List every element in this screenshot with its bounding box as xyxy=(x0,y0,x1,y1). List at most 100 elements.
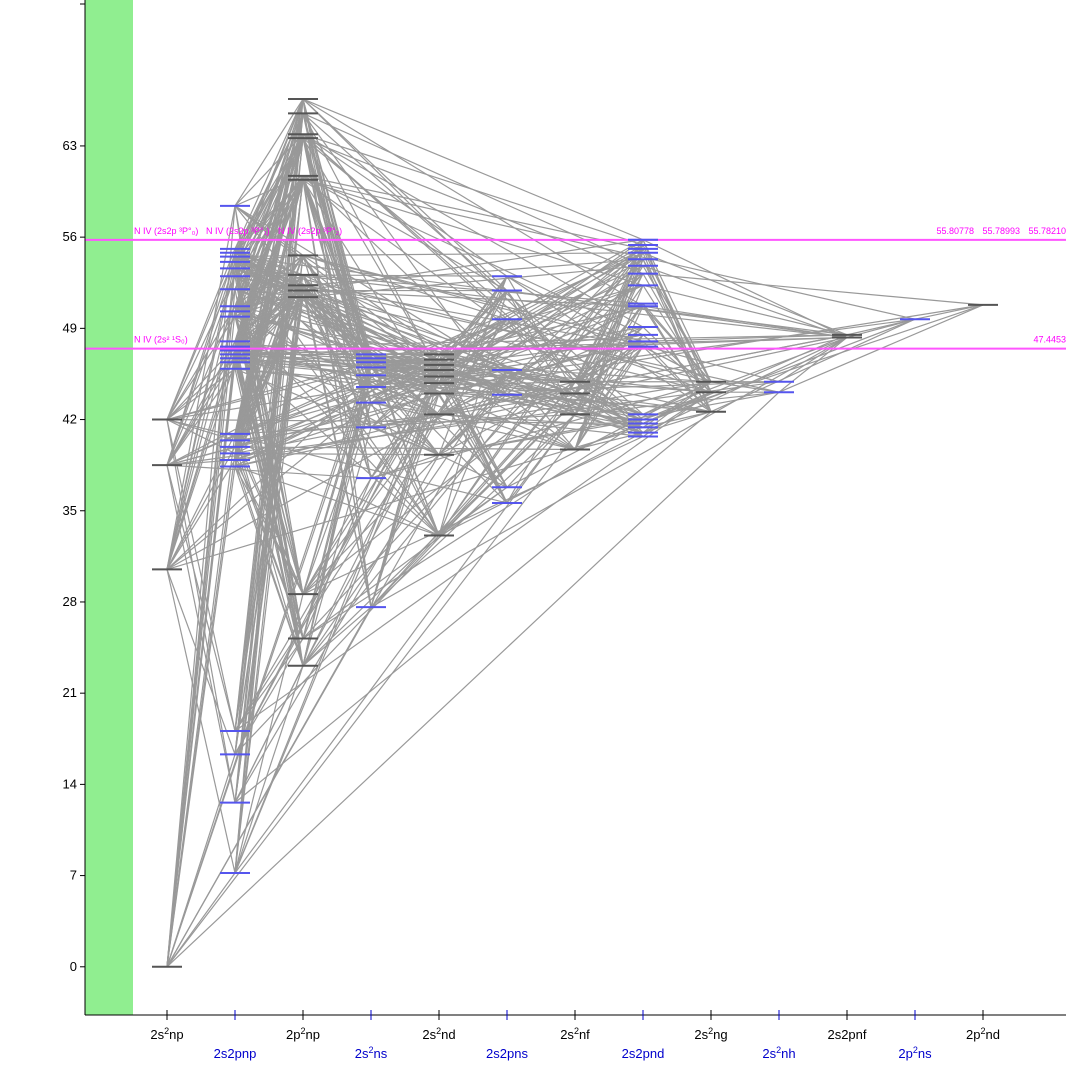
y-tick-label: 49 xyxy=(63,320,77,335)
transition-line xyxy=(370,354,440,536)
y-tick-label: 7 xyxy=(70,868,77,883)
transition-line xyxy=(302,274,644,305)
transition-line xyxy=(438,391,780,456)
transition-line xyxy=(302,435,644,595)
transition-line xyxy=(234,175,304,207)
transition-line xyxy=(302,175,372,428)
transition-line xyxy=(438,258,644,378)
transition-line xyxy=(370,354,440,608)
transition-line xyxy=(438,413,644,438)
transition-line xyxy=(302,486,508,639)
transition-line xyxy=(234,369,440,448)
transition-line xyxy=(234,454,440,803)
transition-line xyxy=(302,137,644,275)
transition-line xyxy=(438,290,508,355)
transition-line xyxy=(302,98,508,291)
transition-line xyxy=(438,353,644,434)
transition-line xyxy=(914,304,984,320)
transition-line xyxy=(370,374,440,395)
transition-line xyxy=(302,284,644,348)
transition-line xyxy=(302,112,644,415)
transition-line xyxy=(234,359,440,454)
transition-line xyxy=(234,137,304,254)
config-label: 2p2nd xyxy=(966,1026,1000,1042)
transition-line xyxy=(166,276,236,466)
transition-line xyxy=(642,334,848,342)
transition-line xyxy=(438,248,644,355)
transition-line xyxy=(302,255,372,388)
transition-line xyxy=(302,98,644,241)
transition-line xyxy=(166,316,236,420)
transition-line xyxy=(642,305,848,339)
transition-line xyxy=(166,248,236,420)
transition-line xyxy=(506,289,848,339)
transition-line xyxy=(234,452,440,456)
transition-line xyxy=(166,368,236,421)
transition-line xyxy=(642,284,848,336)
transition-line xyxy=(302,290,508,667)
transition-line xyxy=(574,413,644,428)
transition-line xyxy=(302,362,372,639)
y-tick-label: 28 xyxy=(63,594,77,609)
transition-line xyxy=(302,134,372,359)
transition-line xyxy=(302,285,372,403)
transition-line xyxy=(574,303,644,415)
transition-line xyxy=(370,386,440,536)
y-tick-label: 0 xyxy=(70,959,77,974)
transition-line xyxy=(438,382,508,504)
transition-line xyxy=(778,336,848,393)
transition-line xyxy=(506,318,576,415)
transition-line xyxy=(234,290,304,467)
transition-line xyxy=(642,239,848,339)
transition-line xyxy=(302,98,372,428)
transition-line xyxy=(166,459,236,570)
transition-line xyxy=(642,265,848,339)
transition-line xyxy=(302,133,508,277)
transition-line xyxy=(370,361,440,384)
transition-line xyxy=(574,305,644,450)
ionization-limit-value: 55.78993 xyxy=(982,226,1020,236)
transition-line xyxy=(438,359,644,425)
transition-line xyxy=(302,606,372,667)
transition-line xyxy=(710,381,780,393)
transition-line xyxy=(574,244,644,383)
transition-line xyxy=(234,665,304,874)
transition-line xyxy=(370,381,712,479)
transition-line xyxy=(302,358,372,595)
transition-line xyxy=(574,334,644,450)
transition-line xyxy=(574,340,644,394)
transition-line xyxy=(642,239,712,383)
transition-line xyxy=(438,265,644,395)
transition-line xyxy=(302,175,508,292)
transition-line xyxy=(166,368,236,466)
transition-line xyxy=(302,477,372,595)
transition-line xyxy=(302,419,644,639)
transition-line xyxy=(234,414,440,732)
transition-line xyxy=(642,252,712,412)
transition-line xyxy=(302,255,372,479)
transition-line xyxy=(302,258,644,286)
config-label: 2s2ng xyxy=(694,1026,727,1042)
transition-line xyxy=(438,334,644,378)
transition-line xyxy=(166,305,236,420)
transition-line xyxy=(234,393,576,755)
transition-line xyxy=(302,175,644,250)
transition-line xyxy=(642,239,712,412)
transition-line xyxy=(302,326,644,595)
axis-layer: 0 7 14 21 28 35 42 49 56 63 xyxy=(63,0,1066,1020)
transition-line xyxy=(370,364,440,376)
transition-line xyxy=(166,465,236,732)
transition-line xyxy=(234,638,304,755)
transition-line xyxy=(234,98,304,250)
y-tick-label: 56 xyxy=(63,229,77,244)
transition-line xyxy=(574,244,644,394)
transition-line xyxy=(370,393,440,608)
transition-line xyxy=(234,350,304,666)
transition-line xyxy=(778,336,848,383)
transition-line xyxy=(438,273,644,371)
transition-line xyxy=(302,402,372,595)
transition-line xyxy=(166,433,236,570)
transition-line xyxy=(166,419,236,803)
transition-line xyxy=(166,252,236,466)
transition-line xyxy=(438,486,508,537)
